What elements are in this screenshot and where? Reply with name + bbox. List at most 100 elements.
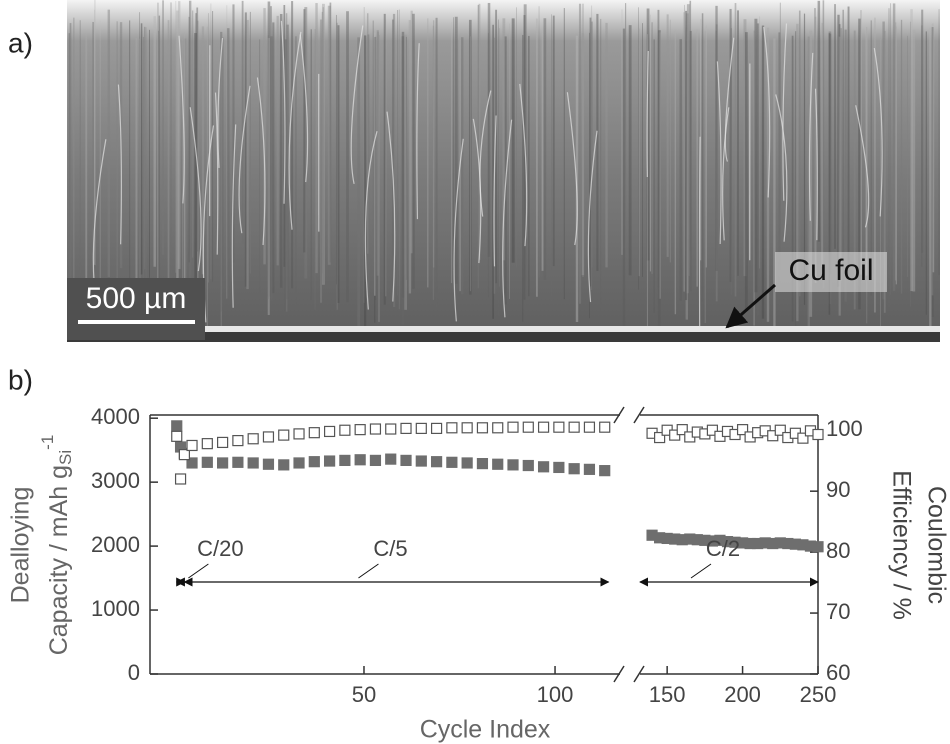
- fiber-streak: [894, 22, 897, 281]
- capacity-marker: [583, 463, 596, 475]
- loose-fiber: [763, 26, 771, 198]
- fiber-streak: [374, 36, 377, 300]
- capacity-marker: [507, 459, 519, 471]
- fiber-streak: [888, 8, 890, 308]
- fiber-streak: [830, 33, 832, 274]
- loose-fiber: [214, 92, 219, 255]
- fiber-streak: [315, 3, 318, 274]
- fiber-streak: [192, 10, 194, 258]
- axis-break: [613, 665, 625, 683]
- fiber-streak: [807, 36, 810, 336]
- fiber-streak: [523, 15, 526, 300]
- fiber-streak: [226, 28, 230, 297]
- fiber-streak: [432, 20, 435, 268]
- fiber-streak: [107, 9, 111, 278]
- fiber-streak: [822, 0, 825, 289]
- loose-fiber: [716, 61, 722, 245]
- efficiency-marker: [797, 432, 809, 444]
- loose-fiber: [502, 119, 513, 318]
- fiber-streak: [828, 31, 832, 304]
- leader: [358, 563, 379, 579]
- range-label: C/2: [706, 536, 740, 561]
- capacity-marker: [537, 461, 550, 473]
- fiber-streak: [509, 23, 510, 299]
- fiber-streak: [454, 16, 458, 284]
- x-axis-title: Cycle Index: [420, 716, 551, 744]
- y2-tick-label: 100: [826, 416, 863, 441]
- fiber-streak: [625, 3, 627, 251]
- fiber-streak: [188, 0, 192, 286]
- y-tick-label: 3000: [91, 468, 140, 493]
- loose-fiber: [256, 77, 266, 246]
- fiber-streak: [929, 27, 932, 327]
- y2-axis-title-line: Coulombic: [922, 486, 950, 604]
- sem-image: [67, 0, 940, 342]
- y2-tick-label: 70: [826, 599, 850, 624]
- fiber-streak: [267, 37, 270, 315]
- fiber-streak: [201, 26, 205, 275]
- fiber-streak: [874, 17, 876, 313]
- x-tick-label: 150: [649, 682, 686, 707]
- efficiency-marker: [599, 421, 611, 433]
- x-tick-label: 50: [352, 682, 376, 707]
- fiber-streak: [840, 28, 842, 281]
- fiber-streak: [842, 9, 844, 307]
- fiber-streak: [809, 30, 813, 317]
- fiber-streak: [870, 20, 872, 296]
- fiber-streak: [158, 30, 159, 286]
- fiber-streak: [153, 16, 156, 267]
- fiber-streak: [715, 24, 718, 302]
- range-label: C/20: [197, 536, 243, 561]
- loose-fiber: [724, 37, 735, 162]
- loose-fiber: [775, 94, 788, 242]
- fiber-streak: [241, 0, 244, 244]
- fiber-streak: [363, 7, 365, 303]
- fiber-streak: [715, 5, 718, 271]
- fiber-streak: [657, 9, 660, 288]
- fiber-streak: [921, 9, 924, 253]
- fiber-streak: [167, 20, 170, 284]
- efficiency-marker: [201, 438, 213, 450]
- fiber-streak: [591, 5, 593, 291]
- fiber-streak: [931, 27, 934, 317]
- capacity-marker: [278, 459, 290, 471]
- fiber-streak: [837, 14, 840, 287]
- efficiency-marker: [400, 422, 412, 435]
- fiber-streak: [295, 36, 297, 312]
- fiber-streak: [220, 31, 223, 312]
- fiber-streak: [817, 0, 821, 242]
- fiber-streak: [651, 22, 653, 274]
- fiber-streak: [674, 29, 677, 315]
- efficiency-marker: [568, 421, 580, 433]
- efficiency-marker: [178, 449, 190, 461]
- fiber-streak: [232, 4, 235, 263]
- fiber-streak: [704, 31, 706, 323]
- fiber-streak: [364, 35, 367, 333]
- loose-fiber: [280, 20, 286, 204]
- fiber-streak: [135, 38, 138, 314]
- fiber-streak: [646, 8, 650, 261]
- fiber-streak: [621, 9, 623, 255]
- y2-axis-title: Efficiency / %: [887, 470, 915, 620]
- fiber-streak: [220, 38, 222, 332]
- loose-fiber: [646, 50, 649, 177]
- fiber-streak: [900, 19, 903, 294]
- fiber-streak: [705, 25, 707, 268]
- fiber-streak: [495, 9, 498, 284]
- fiber-streak: [684, 4, 685, 286]
- fiber-streak: [366, 13, 369, 254]
- panel-label: b): [8, 364, 33, 395]
- fiber-streak: [478, 3, 481, 260]
- fiber-streak: [551, 14, 552, 302]
- fiber-streak: [337, 25, 340, 303]
- capacity-marker: [553, 461, 565, 474]
- fiber-streak: [182, 37, 184, 298]
- fiber-streak: [346, 11, 349, 303]
- fiber-streak: [195, 13, 197, 308]
- loose-fiber: [855, 105, 870, 228]
- capacity-marker: [323, 455, 336, 467]
- axis-break: [633, 406, 645, 424]
- y-axis-title-line: Dealloying: [7, 487, 35, 604]
- x-tick-label: 100: [537, 682, 574, 707]
- fiber-streak: [596, 13, 599, 271]
